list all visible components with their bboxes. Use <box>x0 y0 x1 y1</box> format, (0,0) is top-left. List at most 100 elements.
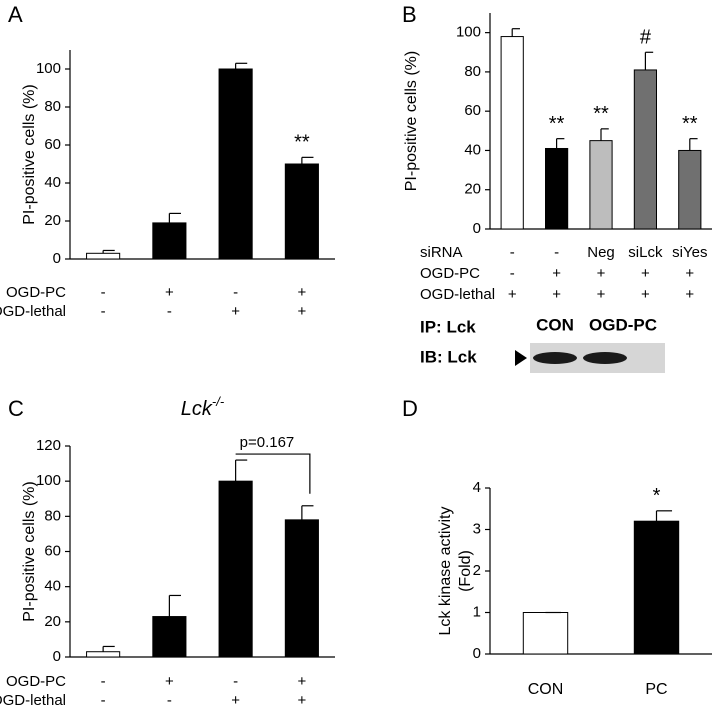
row-label: OGD-lethal <box>0 303 66 320</box>
row-label: OGD-PC <box>6 284 66 301</box>
row-value: + <box>165 673 174 690</box>
bar <box>545 147 569 230</box>
row-value: - <box>101 673 106 690</box>
bar <box>86 651 121 658</box>
bar <box>284 163 319 260</box>
row-label: OGD-PC <box>420 265 480 282</box>
blot-ib-label: IB: Lck <box>420 347 477 366</box>
y-tick-label: 20 <box>464 181 481 198</box>
bar <box>522 612 569 655</box>
row-value: + <box>297 673 306 690</box>
row-value: + <box>641 265 650 282</box>
row-label: OGD-lethal <box>0 692 66 709</box>
blot-band <box>533 352 577 364</box>
row-value: + <box>685 286 694 303</box>
row-value: + <box>297 692 306 709</box>
row-label: siRNA <box>420 244 463 261</box>
title-main: Lck <box>181 398 213 420</box>
row-value: - <box>233 284 238 301</box>
row-value: - <box>233 673 238 690</box>
y-tick-label: 40 <box>464 141 481 158</box>
significance-label: ** <box>593 103 609 125</box>
y-tick-label: 20 <box>44 613 61 630</box>
significance-label: ** <box>549 113 565 135</box>
row-value: + <box>297 284 306 301</box>
row-value: - <box>554 244 559 261</box>
blot-ip-label: IP: Lck <box>420 317 476 336</box>
row-value: + <box>297 303 306 320</box>
row-value: - <box>510 244 515 261</box>
row-label: OGD-PC <box>6 673 66 690</box>
row-value: + <box>597 286 606 303</box>
x-tick-label: CON <box>528 681 564 698</box>
row-value: - <box>101 692 106 709</box>
row-value: + <box>597 265 606 282</box>
bar <box>218 480 253 658</box>
y-tick-label: 60 <box>44 542 61 559</box>
bar <box>152 616 187 658</box>
significance-label: * <box>653 485 661 507</box>
blot-lane-label: CON <box>536 315 574 334</box>
y-axis-label: PI-positive cells (%) <box>21 481 38 621</box>
row-value: + <box>508 286 517 303</box>
blot-lane-label: OGD-PC <box>589 315 657 334</box>
row-value: - <box>167 303 172 320</box>
row-value: + <box>231 692 240 709</box>
bar <box>86 252 121 260</box>
row-value: - <box>101 284 106 301</box>
row-value: + <box>552 286 561 303</box>
y-tick-label: 2 <box>473 562 481 579</box>
y-tick-label: 80 <box>44 507 61 524</box>
y-tick-label: 0 <box>473 645 481 662</box>
row-value: + <box>552 265 561 282</box>
row-value: + <box>641 286 650 303</box>
y-tick-label: 60 <box>464 102 481 119</box>
y-tick-label: 0 <box>53 648 61 665</box>
row-label: OGD-lethal <box>420 286 495 303</box>
y-tick-label: 60 <box>44 136 61 153</box>
x-tick-label: PC <box>645 681 667 698</box>
y-tick-label: 1 <box>473 603 481 620</box>
y-tick-label: 40 <box>44 174 61 191</box>
row-value: + <box>231 303 240 320</box>
row-value: - <box>101 303 106 320</box>
row-value: - <box>167 692 172 709</box>
significance-label: ** <box>294 132 310 154</box>
y-tick-label: 3 <box>473 520 481 537</box>
y-tick-label: 80 <box>464 63 481 80</box>
chart-title: Lck-/- <box>181 394 225 420</box>
significance-label: # <box>640 27 652 49</box>
bar <box>218 68 253 260</box>
row-value: Neg <box>587 244 615 261</box>
bar <box>633 520 680 655</box>
y-tick-label: 100 <box>36 60 61 77</box>
significance-label: ** <box>682 113 698 135</box>
y-tick-label: 4 <box>473 479 481 496</box>
blot-arrow <box>515 350 527 366</box>
bracket <box>235 453 311 494</box>
panel-label: A <box>8 2 23 27</box>
bracket-label: p=0.167 <box>240 434 295 451</box>
row-value: - <box>510 265 515 282</box>
panel-label: C <box>8 396 24 421</box>
y-tick-label: 0 <box>53 250 61 267</box>
y-tick-label: 100 <box>36 472 61 489</box>
panel-label: D <box>402 396 418 421</box>
row-value: siLck <box>628 244 663 261</box>
bar <box>589 140 613 230</box>
y-tick-label: 20 <box>44 212 61 229</box>
bar <box>500 36 524 230</box>
y-axis-label: PI-positive cells (%) <box>21 84 38 224</box>
y-axis-label: PI-positive cells (%) <box>403 51 420 191</box>
title-sup: -/- <box>212 394 225 409</box>
bar <box>152 222 187 260</box>
bar <box>284 519 319 658</box>
panel-label: B <box>402 2 417 27</box>
y-axis-label: (Fold) <box>457 550 474 592</box>
bar <box>633 69 657 230</box>
row-value: siYes <box>672 244 707 261</box>
y-tick-label: 40 <box>44 578 61 595</box>
y-axis-label: Lck kinase activity <box>437 507 454 636</box>
